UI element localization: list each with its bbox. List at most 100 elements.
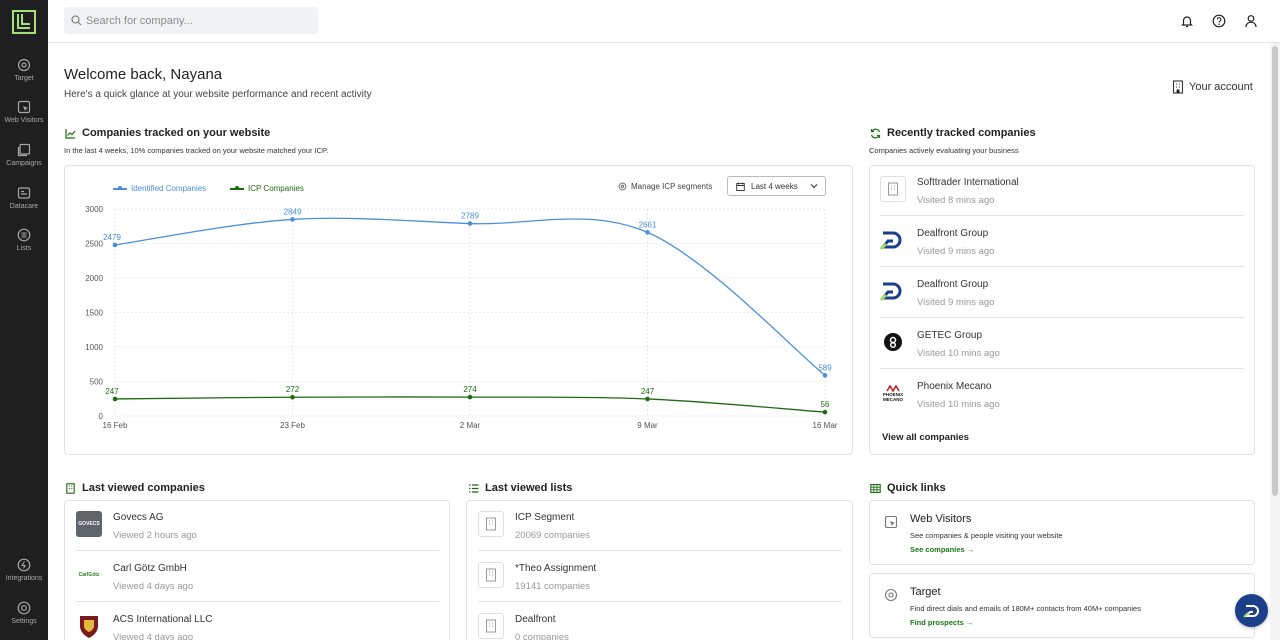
sidebar: Target Web Visitors Campaigns Datacare L… bbox=[0, 0, 48, 640]
last-list-row[interactable]: *Theo Assignment 19141 companies bbox=[478, 552, 842, 602]
sidebar-item-label: Campaigns bbox=[6, 160, 42, 167]
last-company-row[interactable]: GOVECS Govecs AG Viewed 2 hours ago bbox=[76, 501, 439, 551]
last-company-row[interactable]: ACS International LLC Viewed 4 days ago bbox=[76, 603, 439, 640]
search-input[interactable] bbox=[86, 7, 311, 34]
calendar-icon bbox=[736, 182, 745, 191]
quick-links-title-text: Quick links bbox=[887, 482, 946, 494]
quick-link-web-visitors[interactable]: Web Visitors See companies & people visi… bbox=[869, 500, 1255, 565]
data-label: 2789 bbox=[461, 212, 479, 221]
manage-icp-segments-button[interactable]: Manage ICP segments bbox=[618, 182, 712, 191]
help-icon[interactable] bbox=[1212, 14, 1226, 28]
trend-chart-icon bbox=[65, 128, 76, 139]
chat-assistant-button[interactable] bbox=[1235, 594, 1268, 627]
view-all-companies-link[interactable]: View all companies bbox=[882, 432, 969, 443]
find-prospects-link[interactable]: Find prospects → bbox=[910, 618, 974, 627]
quick-link-desc: See companies & people visiting your web… bbox=[910, 531, 1063, 540]
sidebar-item-datacare[interactable]: Datacare bbox=[0, 186, 48, 210]
page-subtitle: Here's a quick glance at your website pe… bbox=[64, 89, 372, 100]
date-range-select[interactable]: Last 4 weeks bbox=[727, 176, 826, 196]
sidebar-item-target[interactable]: Target bbox=[0, 58, 48, 82]
y-tick-label: 1500 bbox=[85, 309, 103, 318]
data-point bbox=[822, 373, 828, 378]
recent-title-text: Recently tracked companies bbox=[887, 127, 1036, 139]
last-list-row[interactable]: ICP Segment 20069 companies bbox=[478, 501, 842, 551]
sidebar-item-campaigns[interactable]: Campaigns bbox=[0, 143, 48, 167]
company-logo bbox=[76, 613, 102, 639]
search-box[interactable] bbox=[64, 7, 318, 34]
data-label: 589 bbox=[818, 363, 832, 372]
recent-company-row[interactable]: Dealfront Group Visited 9 mins ago bbox=[880, 217, 1244, 267]
quick-link-target[interactable]: Target Find direct dials and emails of 1… bbox=[869, 573, 1255, 638]
recent-company-row[interactable]: GETEC Group Visited 10 mins ago bbox=[880, 319, 1244, 369]
company-logo bbox=[880, 227, 906, 253]
dealfront-logo-icon bbox=[880, 282, 902, 302]
data-point bbox=[467, 221, 473, 226]
company-name: GETEC Group bbox=[917, 330, 983, 341]
see-companies-link[interactable]: See companies → bbox=[910, 545, 975, 554]
company-name: Carl Götz GmbH bbox=[113, 563, 187, 574]
last-companies-title-text: Last viewed companies bbox=[82, 482, 205, 494]
tracked-chart-card: Identified Companies ICP Companies Manag… bbox=[64, 165, 853, 455]
legend-swatch bbox=[113, 185, 127, 190]
x-tick-label: 16 Mar bbox=[813, 421, 838, 430]
refresh-icon bbox=[870, 128, 881, 138]
y-tick-label: 3000 bbox=[85, 205, 103, 214]
sidebar-item-settings[interactable]: Settings bbox=[0, 601, 48, 625]
sidebar-item-label: Integrations bbox=[5, 575, 43, 582]
y-tick-label: 2500 bbox=[85, 240, 103, 249]
list-name: Dealfront bbox=[515, 614, 556, 625]
data-point bbox=[112, 396, 118, 402]
list-logo bbox=[478, 511, 504, 537]
visited-time: Visited 10 mins ago bbox=[917, 348, 1000, 359]
sidebar-item-integrations[interactable]: Integrations bbox=[0, 558, 48, 582]
last-company-row[interactable]: CarlGötz Carl Götz GmbH Viewed 4 days ag… bbox=[76, 552, 439, 602]
scrollbar-thumb[interactable] bbox=[1272, 46, 1278, 496]
recent-company-row[interactable]: PHOENIX MECANO Phoenix Mecano Visited 10… bbox=[880, 370, 1244, 420]
recent-companies-card: Softtrader International Visited 8 mins … bbox=[869, 165, 1255, 455]
y-tick-label: 2000 bbox=[85, 274, 103, 283]
bell-icon[interactable] bbox=[1180, 14, 1194, 28]
date-range-label: Last 4 weeks bbox=[751, 181, 798, 191]
last-list-row[interactable]: Dealfront 0 companies bbox=[478, 603, 842, 640]
data-point bbox=[112, 242, 118, 248]
user-icon[interactable] bbox=[1244, 14, 1258, 28]
legend-icp[interactable]: ICP Companies bbox=[230, 184, 304, 193]
tracked-title-text: Companies tracked on your website bbox=[82, 127, 271, 139]
acs-crest-logo-icon bbox=[80, 616, 98, 638]
last-companies-title: Last viewed companies bbox=[65, 482, 205, 494]
x-tick-label: 16 Feb bbox=[103, 421, 128, 430]
data-label: 274 bbox=[463, 385, 477, 394]
recent-company-row[interactable]: Softtrader International Visited 8 mins … bbox=[880, 166, 1244, 216]
tracked-title: Companies tracked on your website bbox=[65, 127, 270, 139]
target-icon bbox=[884, 588, 898, 602]
dealfront-logo-icon[interactable] bbox=[12, 10, 36, 34]
data-label: 247 bbox=[105, 387, 119, 396]
sidebar-item-label: Settings bbox=[11, 618, 37, 625]
data-point bbox=[467, 394, 473, 400]
data-point bbox=[645, 396, 650, 402]
lists-icon bbox=[17, 228, 31, 242]
sidebar-item-web-visitors[interactable]: Web Visitors bbox=[0, 100, 48, 124]
data-point bbox=[290, 217, 295, 222]
your-account-button[interactable]: Your account bbox=[1172, 80, 1253, 94]
sidebar-item-label: Web Visitors bbox=[4, 117, 44, 124]
list-name: ICP Segment bbox=[515, 512, 575, 523]
recent-company-row[interactable]: Dealfront Group Visited 9 mins ago bbox=[880, 268, 1244, 318]
legend-identified[interactable]: Identified Companies bbox=[113, 184, 206, 193]
last-lists-card: ICP Segment 20069 companies *Theo Assign… bbox=[466, 500, 853, 640]
last-companies-card: GOVECS Govecs AG Viewed 2 hours ago Carl… bbox=[64, 500, 450, 640]
tracked-subtitle: In the last 4 weeks, 10% companies track… bbox=[64, 146, 329, 155]
data-point bbox=[822, 409, 828, 415]
dealfront-chat-icon bbox=[1242, 604, 1259, 618]
scrollbar[interactable] bbox=[1270, 43, 1280, 640]
x-tick-label: 9 Mar bbox=[637, 421, 658, 430]
company-logo bbox=[880, 329, 906, 355]
company-name: Dealfront Group bbox=[917, 279, 989, 290]
sidebar-item-lists[interactable]: Lists bbox=[0, 228, 48, 252]
data-point bbox=[645, 230, 650, 235]
company-logo bbox=[880, 278, 906, 304]
visited-time: Visited 9 mins ago bbox=[917, 246, 995, 257]
integrations-icon bbox=[17, 558, 31, 572]
data-label: 2479 bbox=[103, 233, 121, 242]
y-tick-label: 500 bbox=[90, 378, 104, 387]
